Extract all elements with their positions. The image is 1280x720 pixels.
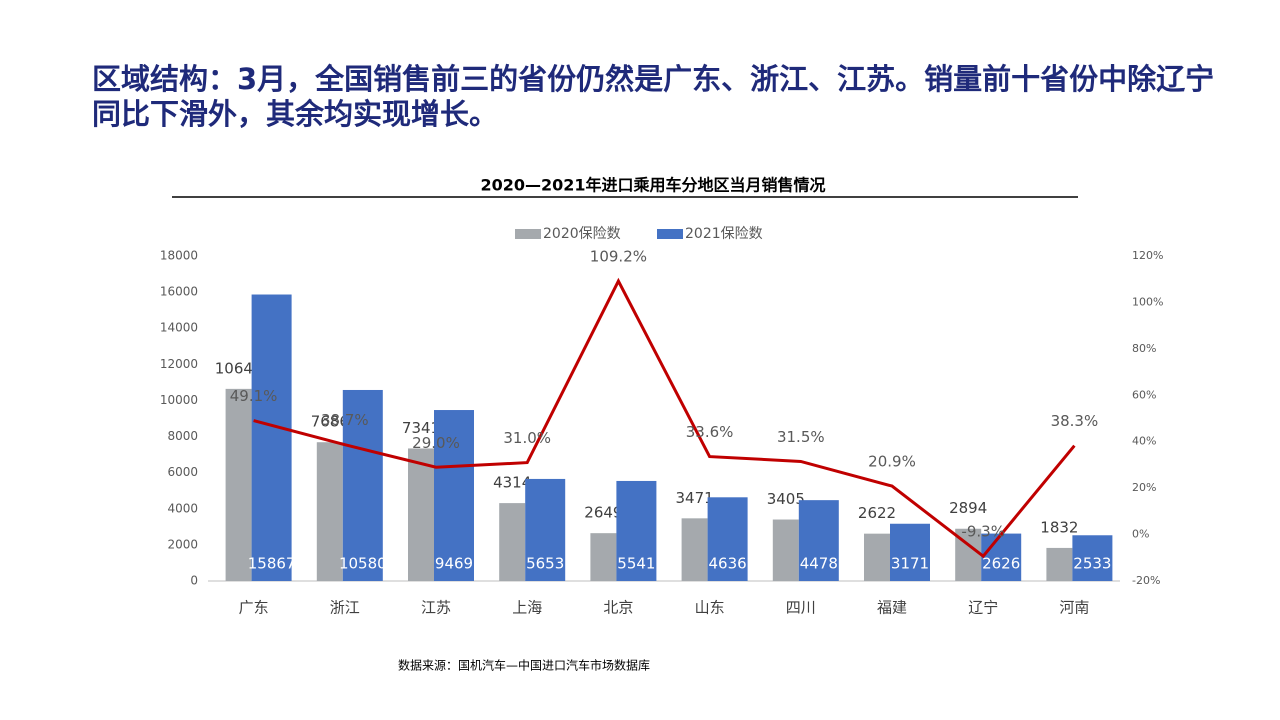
- bar: [707, 497, 748, 581]
- line-value-label: 20.9%: [868, 453, 916, 471]
- bar-value-label: 15867: [248, 555, 296, 573]
- y2-tick-label: 120%: [1132, 249, 1163, 262]
- y2-tick-label: 60%: [1132, 388, 1156, 401]
- bar-value-label: 3405: [767, 490, 805, 508]
- y2-tick-label: -20%: [1132, 574, 1160, 587]
- bar-value-label: 4478: [800, 555, 838, 573]
- line-value-label: 31.0%: [503, 429, 551, 447]
- x-tick-label: 北京: [603, 599, 633, 617]
- x-tick-label: 四川: [786, 599, 816, 617]
- chart-title: 2020—2021年进口乘用车分地区当月销售情况: [480, 176, 825, 195]
- bar-value-label: 3171: [891, 555, 929, 573]
- line-value-label: 109.2%: [590, 248, 647, 266]
- bar-value-label: 5653: [526, 555, 564, 573]
- source-note: 数据来源：国机汽车—中国进口汽车市场数据库: [398, 658, 650, 673]
- y2-tick-label: 0%: [1132, 528, 1149, 541]
- bar-value-label: 9469: [435, 555, 473, 573]
- y2-tick-label: 100%: [1132, 295, 1163, 308]
- bar: [525, 478, 566, 581]
- line-value-label: -9.3%: [961, 523, 1005, 541]
- y2-tick-label: 20%: [1132, 481, 1156, 494]
- x-tick-label: 江苏: [421, 599, 451, 617]
- x-tick-label: 辽宁: [968, 599, 998, 617]
- line-value-label: 38.3%: [1051, 412, 1099, 430]
- y2-tick-label: 40%: [1132, 435, 1156, 448]
- y2-tick-label: 80%: [1132, 342, 1156, 355]
- bar: [590, 533, 617, 581]
- y-tick-label: 12000: [160, 357, 198, 371]
- bar-value-label: 7341: [402, 419, 440, 437]
- bar: [798, 500, 839, 581]
- bar-value-label: 3471: [676, 489, 714, 507]
- line-value-label: 31.5%: [777, 428, 825, 446]
- bar: [316, 442, 343, 581]
- bar-value-label: 2649: [584, 504, 622, 522]
- line-value-label: 33.6%: [686, 423, 734, 441]
- bar: [890, 523, 930, 581]
- bar: [681, 518, 708, 581]
- bar: [408, 448, 434, 581]
- bar: [251, 294, 292, 581]
- bar: [499, 503, 526, 581]
- bar: [616, 480, 657, 581]
- x-tick-label: 上海: [512, 599, 542, 617]
- bar-value-label: 4314: [493, 474, 531, 492]
- line: [253, 277, 1076, 559]
- line-value-label: 38.7%: [321, 411, 369, 429]
- legend-label: 2020保险数: [543, 226, 621, 242]
- bar: [225, 388, 252, 581]
- line-value-label: 29.0%: [412, 434, 460, 452]
- bar-value-label: 2622: [858, 504, 896, 522]
- y-tick-label: 8000: [167, 429, 198, 443]
- y-tick-label: 6000: [167, 465, 198, 479]
- bar-value-label: 7686: [311, 413, 349, 431]
- bar-value-label: 10641: [215, 359, 263, 377]
- y-tick-label: 14000: [160, 321, 198, 335]
- y-tick-label: 10000: [160, 393, 198, 407]
- bar: [981, 533, 1022, 581]
- x-tick-label: 河南: [1059, 599, 1089, 617]
- y-tick-label: 2000: [167, 537, 198, 551]
- bar-value-label: 4636: [709, 555, 747, 573]
- bar: [864, 533, 890, 581]
- headline: 区域结构：3月，全国销售前三的省份仍然是广东、浙江、江苏。销量前十省份中除辽宁同…: [92, 62, 1215, 131]
- y-tick-label: 16000: [160, 285, 198, 299]
- bar-value-label: 5541: [617, 555, 655, 573]
- bar: [434, 410, 474, 581]
- y-tick-label: 18000: [160, 249, 198, 263]
- y-tick-label: 4000: [167, 501, 198, 515]
- bar-value-label: 2894: [949, 499, 987, 517]
- bar: [342, 389, 383, 581]
- bar-value-label: 2533: [1073, 555, 1111, 573]
- bar-value-label: 2626: [982, 555, 1020, 573]
- bar-value-label: 1832: [1040, 518, 1078, 536]
- y-tick-label: 0: [190, 574, 198, 588]
- legend-swatch: [515, 229, 541, 239]
- x-tick-label: 广东: [239, 599, 269, 617]
- x-tick-label: 福建: [877, 599, 907, 617]
- bar: [1046, 547, 1073, 581]
- bar: [1072, 535, 1113, 581]
- bar-value-label: 10580: [339, 555, 387, 573]
- x-tick-label: 浙江: [330, 599, 360, 617]
- x-tick-label: 山东: [695, 599, 725, 617]
- legend-swatch: [657, 229, 683, 239]
- legend-label: 2021保险数: [685, 226, 763, 242]
- bar: [772, 519, 799, 581]
- line-value-label: 49.1%: [230, 387, 278, 405]
